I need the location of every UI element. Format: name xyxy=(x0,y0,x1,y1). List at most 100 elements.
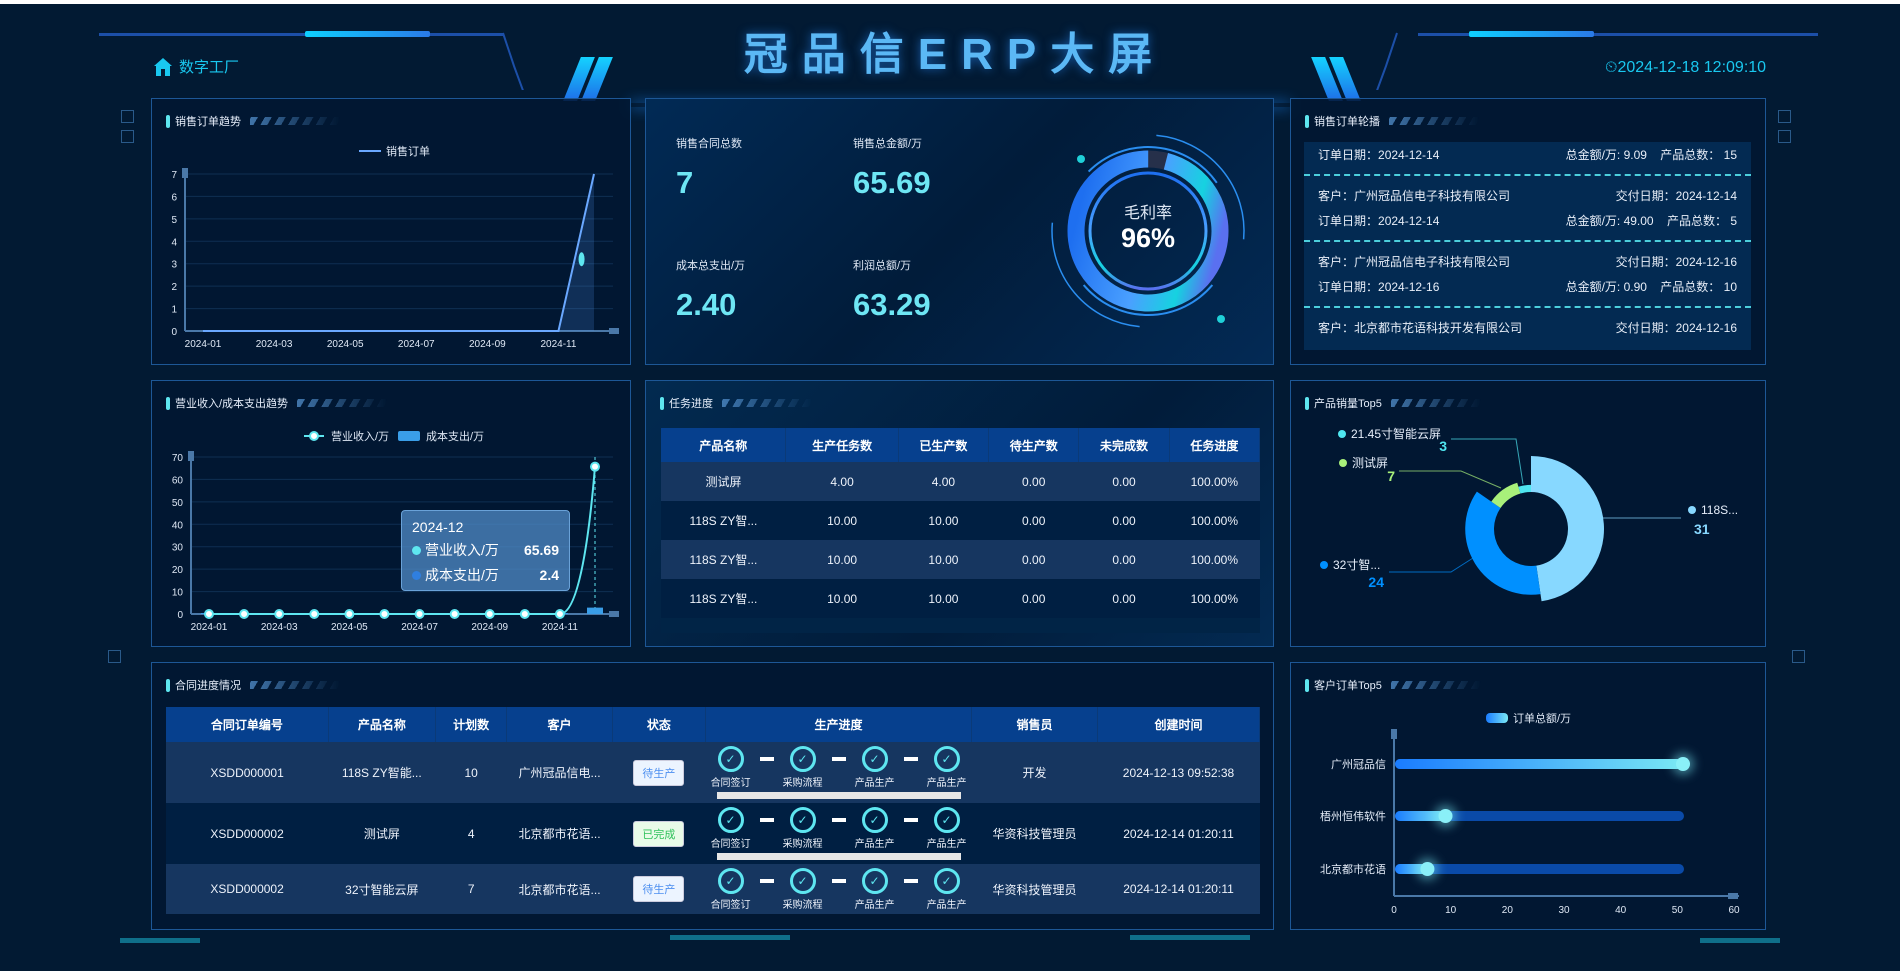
table-row[interactable]: XSDD000002 32寸智能云屏 7 北京都市花语... 待生产 ✓ 合同签订… xyxy=(166,864,1260,914)
x-tick-label: 20 xyxy=(1502,905,1514,916)
plan-qty: 7 xyxy=(435,864,507,914)
kpi-value-cost: 2.40 xyxy=(676,287,737,322)
order-item[interactable]: 订单日期：2024-12-14 总金额/万: 9.09 产品总数： 15 xyxy=(1304,142,1751,167)
x-tick-label: 60 xyxy=(1728,905,1740,916)
progress-step: ✓ 合同签订 xyxy=(706,746,756,789)
product-top5-panel: 产品销量Top5 118S... 31 32寸智... 24 测试屏 7 21.45寸智能云… xyxy=(1290,380,1766,647)
datetime: ⏲2024-12-18 12:09:10 xyxy=(1605,59,1766,77)
column-header[interactable]: 产品名称 xyxy=(661,428,787,462)
column-header[interactable]: 生产进度 xyxy=(705,707,973,742)
column-header[interactable]: 销售员 xyxy=(971,707,1099,742)
customer: 广州冠品信电... xyxy=(506,742,613,803)
order-customer: 客户：北京都市花语科技开发有限公司 xyxy=(1318,321,1523,335)
y-axis-handle xyxy=(1391,729,1397,739)
top-strip xyxy=(0,0,1900,4)
created-time: 2024-12-14 01:20:11 xyxy=(1097,803,1260,864)
home-icon xyxy=(154,57,172,76)
check-circle-icon: ✓ xyxy=(933,746,960,772)
x-tick-label: 2024-11 xyxy=(540,339,576,350)
column-header[interactable]: 状态 xyxy=(612,707,707,742)
table-cell: 4.00 xyxy=(898,462,989,501)
y-axis-handle xyxy=(182,168,188,178)
column-header[interactable]: 生产任务数 xyxy=(785,428,899,462)
table-row[interactable]: 118S ZY智... 10.00 10.00 0.00 0.00 100.00% xyxy=(661,579,1260,618)
panel-title: 销售订单趋势 xyxy=(166,113,340,129)
category-label: 北京都市花语 xyxy=(1320,862,1386,876)
bottom-deco xyxy=(670,935,790,940)
x-tick-label: 30 xyxy=(1558,905,1570,916)
revenue-point xyxy=(344,609,355,619)
pie-slice xyxy=(1531,456,1604,602)
kpi-value-profit: 63.29 xyxy=(853,287,931,322)
column-header[interactable]: 合同订单编号 xyxy=(166,707,329,742)
kpi-label-contracts: 销售合同总数 xyxy=(676,138,742,150)
series-line xyxy=(203,173,595,332)
table-cell: 0.00 xyxy=(1078,501,1170,540)
pie-slice xyxy=(1491,482,1521,508)
column-header[interactable]: 待生产数 xyxy=(988,428,1080,462)
order-item[interactable]: 客户：广州冠品信电子科技有限公司 交付日期：2024-12-16 订单日期：2024… xyxy=(1304,249,1751,299)
cost-dot-icon xyxy=(412,571,421,580)
column-header[interactable]: 计划数 xyxy=(435,707,508,742)
progress-bar xyxy=(716,853,961,860)
tooltip-revenue-label: 营业收入/万 xyxy=(425,542,499,558)
table-row[interactable]: 118S ZY智... 10.00 10.00 0.00 0.00 100.00% xyxy=(661,501,1260,540)
column-header[interactable]: 未完成数 xyxy=(1078,428,1170,462)
step-label: 产品生产 xyxy=(854,899,895,911)
table-cell: 10.00 xyxy=(785,501,899,540)
contract-table: 合同订单编号 产品名称 计划数 客户 状态 生产进度 销售员 创建时间 XSDD000001 … xyxy=(166,707,1260,914)
column-header[interactable]: 任务进度 xyxy=(1169,428,1261,462)
check-circle-icon: ✓ xyxy=(717,746,744,772)
y-axis-handle xyxy=(188,451,194,461)
order-item[interactable]: 客户：北京都市花语科技开发有限公司 交付日期：2024-12-16 xyxy=(1304,315,1751,340)
column-header[interactable]: 客户 xyxy=(506,707,613,742)
panel-title: 营业收入/成本支出趋势 xyxy=(166,395,388,411)
title-stripes xyxy=(1390,681,1481,689)
production-progress: ✓ 合同签订 ✓ 采购流程 ✓ 产品生产 ✓ 产品生产 xyxy=(705,864,972,914)
order-item[interactable]: 客户：广州冠品信电子科技有限公司 交付日期：2024-12-14 订单日期：2024… xyxy=(1304,183,1751,233)
bar-end-dot xyxy=(1676,757,1690,771)
customer: 北京都市花语... xyxy=(506,864,613,914)
side-deco xyxy=(108,650,121,663)
table-row[interactable]: 测试屏 4.00 4.00 0.00 0.00 100.00% xyxy=(661,462,1260,501)
order-delivery: 交付日期：2024-12-16 xyxy=(1615,321,1737,335)
progress-step: ✓ 产品生产 xyxy=(922,746,972,789)
progress-step: ✓ 合同签订 xyxy=(706,807,756,850)
x-tick-label: 40 xyxy=(1615,905,1627,916)
revenue-point xyxy=(519,609,530,619)
gauge-dot xyxy=(1217,315,1225,323)
column-header[interactable]: 已生产数 xyxy=(898,428,990,462)
progress-step: ✓ 采购流程 xyxy=(778,807,828,850)
table-row[interactable]: XSDD000002 测试屏 4 北京都市花语... 已完成 ✓ 合同签订 ✓ 采购流… xyxy=(166,803,1260,864)
y-tick-label: 70 xyxy=(172,453,184,464)
table-row[interactable]: 118S ZY智... 10.00 10.00 0.00 0.00 100.00% xyxy=(661,540,1260,579)
gauge-inner-ring xyxy=(1088,171,1208,291)
y-tick-label: 20 xyxy=(172,565,184,576)
revenue-point xyxy=(414,609,425,619)
order-no: XSDD000002 xyxy=(166,864,329,914)
panel-title: 客户订单Top5 xyxy=(1305,677,1481,693)
customer-top5-panel: 客户订单Top5 订单总额/万 0 10 20 30 40 50 60 广州冠品信 梧州恒伟软件北… xyxy=(1290,662,1766,930)
x-tick-label: 2024-03 xyxy=(261,622,298,633)
table-row[interactable]: XSDD000001 118S ZY智能... 10 广州冠品信电... 待生产… xyxy=(166,742,1260,803)
column-header[interactable]: 产品名称 xyxy=(328,707,436,742)
sales-trend-panel: 销售订单趋势 0 1 2 3 4 5 6 7 2024-01 2024-03 2024-05 2024… xyxy=(151,98,631,365)
product-name: 118S ZY智能... xyxy=(328,742,436,803)
x-tick-label: 2024-07 xyxy=(401,622,438,633)
side-deco xyxy=(121,130,134,143)
order-carousel[interactable]: 订单日期：2024-12-14 总金额/万: 9.09 产品总数： 15 客户：广州… xyxy=(1304,142,1751,350)
progress-step: ✓ 产品生产 xyxy=(922,807,972,850)
column-header[interactable]: 创建时间 xyxy=(1097,707,1260,742)
datetime-text: 2024-12-18 12:09:10 xyxy=(1617,59,1767,76)
legend-dot-icon xyxy=(309,431,319,441)
tooltip-title: 2024-12 xyxy=(412,519,464,535)
task-progress-panel: 任务进度 产品名称 生产任务数 已生产数 待生产数 未完成数 任务进度 测试屏 4.00 4.0… xyxy=(645,380,1274,647)
plan-qty: 4 xyxy=(435,803,507,864)
status-badge: 待生产 xyxy=(633,876,685,902)
y-tick-label: 40 xyxy=(172,520,184,531)
x-tick-label: 50 xyxy=(1672,905,1684,916)
table-cell: 0.00 xyxy=(988,579,1079,618)
home-link[interactable]: 数字工厂 xyxy=(153,56,239,77)
status-badge: 待生产 xyxy=(633,759,685,786)
x-tick-label: 2024-09 xyxy=(471,622,508,633)
